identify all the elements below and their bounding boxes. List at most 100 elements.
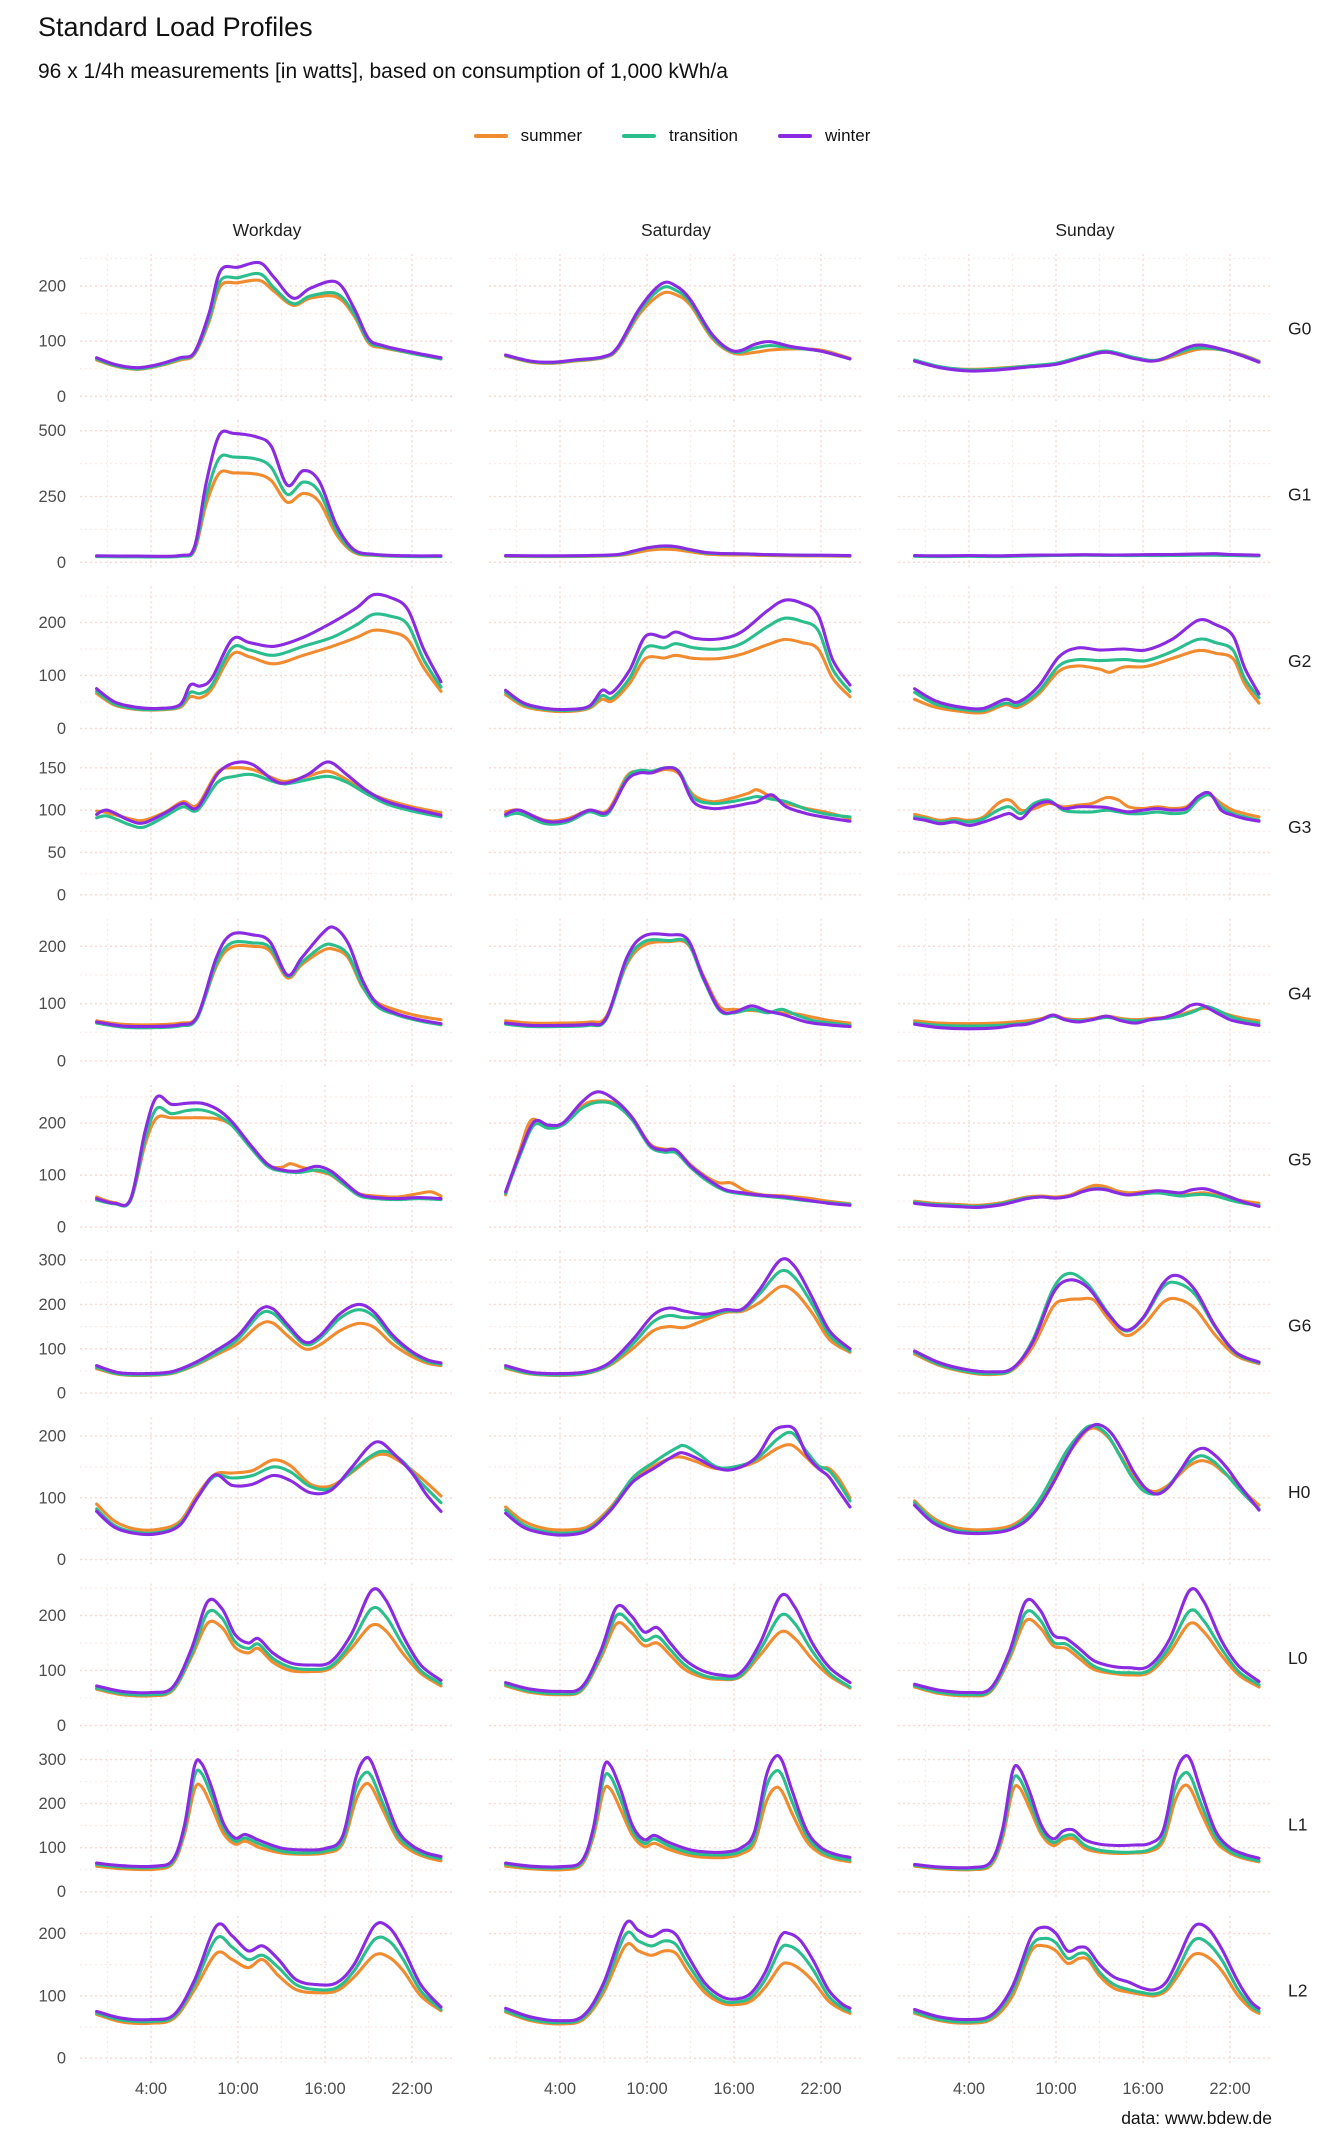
row-label-G1: G1: [1288, 485, 1311, 505]
panel-G6-Workday: [80, 1251, 454, 1401]
line-H0-Saturday-transition: [504, 1430, 852, 1535]
y-tick-label-G3-150: 150: [38, 759, 66, 777]
line-G1-Workday-winter: [95, 429, 443, 558]
row-label-L2: L2: [1288, 1981, 1307, 2001]
x-tick-label-Sunday-4:00: 4:00: [953, 2080, 985, 2098]
row-label-G5: G5: [1288, 1150, 1311, 1170]
line-G3-Workday-winter: [95, 760, 443, 825]
legend-label-winter: winter: [825, 126, 871, 145]
panel-L1-Sunday: [898, 1749, 1272, 1899]
line-G3-Saturday-transition: [504, 766, 852, 826]
line-L0-Sunday-summer: [913, 1617, 1261, 1698]
y-tick-label-G3-0: 0: [57, 886, 66, 904]
x-tick-label-Saturday-22:00: 22:00: [800, 2080, 841, 2098]
panel-H0-Saturday: [489, 1417, 863, 1567]
y-tick-label-L1-300: 300: [38, 1751, 66, 1769]
chart-subtitle: 96 x 1/4h measurements [in watts], based…: [38, 60, 728, 83]
panel-G4-Workday: [80, 918, 454, 1068]
panel-G3-Saturday: [489, 752, 863, 902]
panel-G0-Sunday: [898, 254, 1272, 403]
y-tick-label-L1-200: 200: [38, 1795, 66, 1813]
line-G5-Saturday-winter: [504, 1090, 852, 1207]
panel-G2-Workday: [80, 586, 454, 736]
y-tick-label-G4-200: 200: [38, 938, 66, 956]
x-tick-label-Saturday-16:00: 16:00: [713, 2080, 754, 2098]
line-G3-Sunday-transition: [913, 793, 1261, 824]
line-G3-Sunday-winter: [913, 790, 1261, 827]
panel-G4-Sunday: [898, 918, 1272, 1068]
y-tick-label-L2-200: 200: [38, 1925, 66, 1943]
x-tick-label-Sunday-10:00: 10:00: [1035, 2080, 1076, 2098]
y-tick-label-L1-0: 0: [57, 1883, 66, 1901]
legend-label-transition: transition: [669, 126, 739, 145]
y-tick-label-H0-0: 0: [57, 1551, 66, 1569]
panel-L2-Workday: [80, 1916, 454, 2065]
panel-L2-Saturday: [489, 1916, 863, 2065]
panel-G4-Saturday: [489, 918, 863, 1068]
panel-G2-Sunday: [898, 586, 1272, 736]
y-tick-label-G5-100: 100: [38, 1167, 66, 1185]
line-L1-Workday-winter: [95, 1755, 443, 1869]
x-tick-label-Sunday-16:00: 16:00: [1122, 2080, 1163, 2098]
line-G4-Workday-transition: [95, 940, 443, 1030]
panel-G5-Saturday: [489, 1085, 863, 1234]
line-G2-Sunday-transition: [913, 637, 1261, 713]
line-G0-Saturday-transition: [504, 285, 852, 365]
row-label-L1: L1: [1288, 1814, 1307, 1834]
col-header-Workday: Workday: [233, 220, 302, 240]
y-tick-label-L0-0: 0: [57, 1717, 66, 1735]
legend-item-summer: summer: [473, 126, 583, 146]
panel-L0-Workday: [80, 1583, 454, 1733]
y-tick-label-H0-100: 100: [38, 1489, 66, 1507]
row-label-L0: L0: [1288, 1648, 1308, 1668]
line-G2-Sunday-summer: [913, 648, 1261, 715]
x-tick-label-Workday-4:00: 4:00: [135, 2080, 167, 2098]
y-tick-label-L0-100: 100: [38, 1662, 66, 1680]
x-tick-label-Workday-16:00: 16:00: [304, 2080, 345, 2098]
line-L1-Saturday-summer: [504, 1784, 852, 1872]
col-header-Sunday: Sunday: [1055, 220, 1115, 240]
line-G6-Saturday-winter: [504, 1257, 852, 1376]
legend: summer transition winter: [0, 126, 1344, 146]
y-tick-label-L2-100: 100: [38, 1987, 66, 2005]
y-tick-label-G5-200: 200: [38, 1115, 66, 1133]
y-tick-label-G6-0: 0: [57, 1385, 66, 1403]
x-tick-label-Workday-10:00: 10:00: [217, 2080, 258, 2098]
panel-H0-Workday: [80, 1417, 454, 1567]
line-G4-Saturday-summer: [504, 939, 852, 1025]
legend-label-summer: summer: [520, 126, 583, 145]
line-L2-Sunday-transition: [913, 1936, 1261, 2024]
x-tick-label-Sunday-22:00: 22:00: [1209, 2080, 1250, 2098]
line-L2-Saturday-summer: [504, 1942, 852, 2026]
panel-G6-Sunday: [898, 1251, 1272, 1401]
row-label-G0: G0: [1288, 319, 1312, 339]
y-tick-label-G2-0: 0: [57, 720, 66, 738]
panel-G0-Workday: [80, 254, 454, 403]
y-tick-label-L1-100: 100: [38, 1839, 66, 1857]
y-tick-label-L0-200: 200: [38, 1607, 66, 1625]
panel-G1-Workday: [80, 420, 454, 570]
line-G4-Workday-winter: [95, 925, 443, 1029]
line-G1-Saturday-winter: [504, 544, 852, 558]
line-L0-Sunday-transition: [913, 1608, 1261, 1697]
y-tick-label-G6-300: 300: [38, 1252, 66, 1270]
panel-G6-Saturday: [489, 1251, 863, 1401]
panel-L0-Saturday: [489, 1583, 863, 1733]
panel-H0-Sunday: [898, 1417, 1272, 1567]
line-G2-Workday-summer: [95, 628, 443, 712]
line-G1-Sunday-winter: [913, 552, 1261, 558]
line-H0-Sunday-winter: [913, 1422, 1261, 1536]
line-L0-Sunday-winter: [913, 1587, 1261, 1695]
line-H0-Workday-summer: [95, 1452, 443, 1532]
row-label-G6: G6: [1288, 1316, 1311, 1336]
line-L1-Saturday-winter: [504, 1754, 852, 1869]
panel-L1-Saturday: [489, 1749, 863, 1899]
y-tick-label-G4-100: 100: [38, 995, 66, 1013]
row-label-G2: G2: [1288, 651, 1311, 671]
panel-G1-Saturday: [489, 420, 863, 570]
legend-item-transition: transition: [622, 126, 738, 146]
row-label-G3: G3: [1288, 817, 1311, 837]
legend-key-summer: [473, 134, 508, 138]
row-label-G4: G4: [1288, 983, 1312, 1003]
